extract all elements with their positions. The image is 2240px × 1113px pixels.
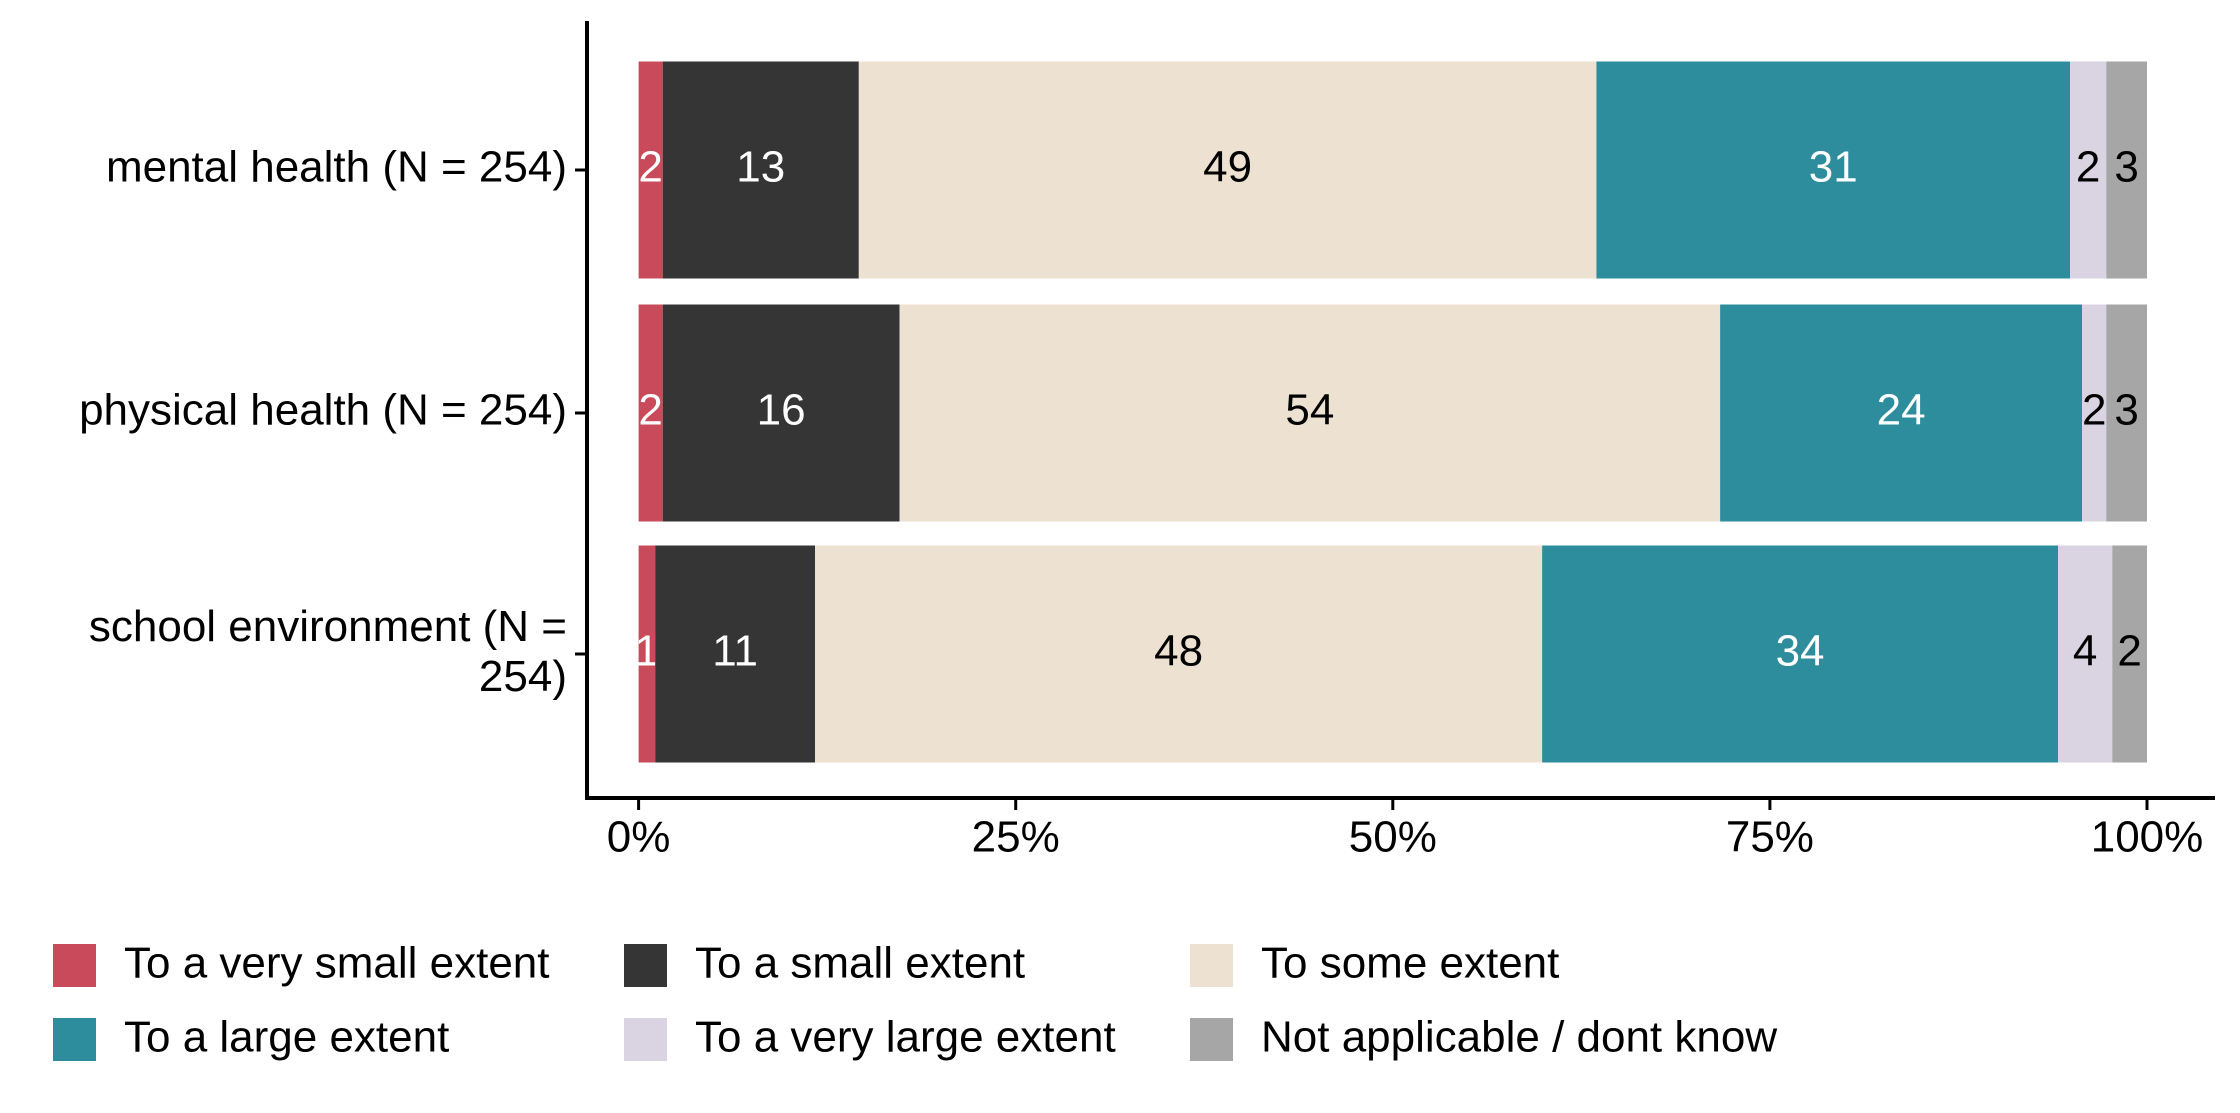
bar-segment (1720, 304, 2083, 522)
bar-segment (899, 304, 1721, 522)
legend-label: To a small extent (695, 939, 1025, 988)
data-label: 11 (712, 627, 758, 676)
legend-swatch (53, 1018, 96, 1061)
legend-swatch (1190, 1018, 1233, 1061)
y-tick-label: school environment (N = 254) (89, 602, 567, 701)
data-label: 48 (1154, 627, 1203, 676)
data-label: 2 (2082, 386, 2106, 435)
bar-segment (2106, 61, 2147, 279)
y-tick-label: physical health (N = 254) (79, 386, 567, 435)
data-label: 31 (1809, 143, 1858, 192)
bar-segment (815, 545, 1543, 763)
data-label: 54 (1285, 386, 1334, 435)
bar-segment (1596, 61, 2071, 279)
legend-swatch (1190, 944, 1233, 987)
data-label: 2 (2076, 143, 2100, 192)
bar-segment (2082, 304, 2107, 522)
data-label: 1 (635, 627, 659, 676)
bar-segment (638, 545, 656, 763)
legend-label: To a large extent (124, 1013, 449, 1062)
data-label: 3 (2114, 143, 2138, 192)
legend-swatch (624, 1018, 667, 1061)
data-label: 16 (757, 386, 806, 435)
data-label: 3 (2114, 386, 2138, 435)
bar-segment (638, 61, 663, 279)
bar-segment (662, 304, 900, 522)
legend-label: To a very large extent (695, 1013, 1116, 1062)
data-label: 24 (1877, 386, 1926, 435)
bar-segment (638, 304, 663, 522)
data-label: 2 (2117, 627, 2141, 676)
y-tick-label: mental health (N = 254) (106, 143, 567, 192)
bar-segment (2112, 545, 2147, 763)
legend-swatch (624, 944, 667, 987)
x-tick-label: 75% (1726, 813, 1814, 862)
data-label: 13 (736, 143, 785, 192)
bar-segment (2106, 304, 2147, 522)
data-label: 2 (638, 386, 662, 435)
x-tick-label: 25% (972, 813, 1060, 862)
data-label: 34 (1776, 627, 1825, 676)
legend-swatch (53, 944, 96, 987)
legend-label: Not applicable / dont know (1261, 1013, 1777, 1062)
bar-segment (662, 61, 859, 279)
legend-label: To a very small extent (124, 939, 550, 988)
x-tick-label: 100% (2091, 813, 2204, 862)
x-tick-label: 0% (607, 813, 671, 862)
bar-segment (858, 61, 1597, 279)
bar-segment (2058, 545, 2113, 763)
data-label: 2 (638, 143, 662, 192)
bar-segment (1542, 545, 2059, 763)
bar-segment (2070, 61, 2107, 279)
data-label: 4 (2073, 627, 2097, 676)
bar-segment (655, 545, 816, 763)
x-tick-label: 50% (1349, 813, 1437, 862)
data-label: 49 (1203, 143, 1252, 192)
legend-label: To some extent (1261, 939, 1559, 988)
